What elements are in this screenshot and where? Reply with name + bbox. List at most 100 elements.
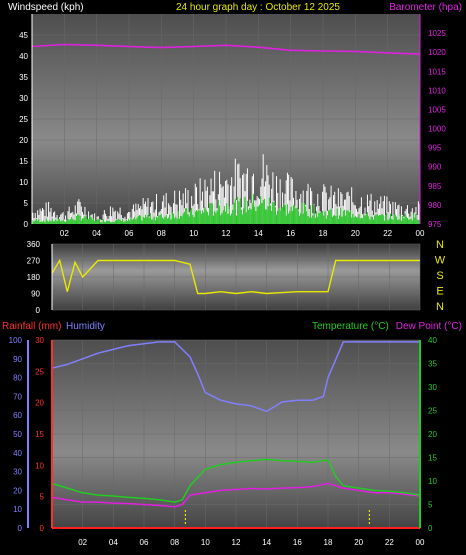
wind-panel-grid: [32, 14, 421, 224]
baro-y-tick-label: 980: [428, 201, 442, 210]
temp-y-tick-label: 40: [428, 336, 437, 345]
compass-label: E: [436, 286, 443, 298]
humidity-y-tick-label: 80: [13, 374, 22, 383]
direction-panel-series: [51, 258, 420, 295]
temp-x-tick-label: 12: [232, 538, 241, 547]
temp-x-tick-label: 16: [293, 538, 302, 547]
humidity-axis-label: Humidity: [66, 321, 105, 332]
temp-y-tick-label: 0: [428, 524, 433, 533]
temperature-axis-label: Temperature (°C): [312, 321, 389, 332]
wind-panel-series: [31, 43, 421, 224]
compass-label: N: [436, 239, 444, 251]
baro-y-tick-label: 1010: [428, 86, 446, 95]
humidity-y-tick-label: 70: [13, 392, 22, 401]
wind-x-tick-label: 08: [157, 229, 166, 238]
rain-y-tick-label: 25: [35, 367, 44, 376]
humidity-y-tick-label: 60: [13, 411, 22, 420]
humidity-y-tick-label: 10: [13, 505, 22, 514]
barometer-axis-label: Barometer (hpa): [389, 2, 462, 13]
dewpoint-line: [51, 482, 421, 508]
wind-x-tick-label: 22: [383, 229, 392, 238]
wind-x-tick-label: 00: [416, 229, 425, 238]
compass-label: N: [436, 301, 444, 313]
wind-x-tick-label: 20: [351, 229, 360, 238]
humidity-y-tick-label: 30: [13, 468, 22, 477]
wind-y-tick-label: 0: [24, 220, 29, 229]
rain-y-tick-label: 10: [35, 461, 44, 470]
windspeed-axis-label: Windspeed (kph): [8, 2, 84, 13]
temp-y-tick-label: 10: [428, 477, 437, 486]
temp-x-tick-label: 14: [262, 538, 271, 547]
baro-y-tick-label: 1000: [428, 125, 446, 134]
direction-y-tick-label: 360: [27, 240, 41, 249]
rainfall-axis-label: Rainfall (mm): [2, 321, 61, 332]
direction-y-tick-label: 180: [27, 273, 41, 282]
baro-y-tick-label: 995: [428, 144, 442, 153]
wind-y-tick-label: 10: [19, 178, 28, 187]
humidity-y-tick-label: 40: [13, 449, 22, 458]
humidity-y-tick-label: 0: [18, 524, 23, 533]
wind-x-tick-label: 10: [189, 229, 198, 238]
rain-y-tick-label: 0: [40, 524, 45, 533]
temp-y-tick-label: 20: [428, 430, 437, 439]
temp-y-tick-label: 15: [428, 454, 437, 463]
direction-y-tick-label: 90: [31, 290, 40, 299]
baro-y-tick-label: 1020: [428, 48, 446, 57]
wind-x-tick-label: 18: [319, 229, 328, 238]
temperature-line: [51, 458, 421, 503]
compass-label: S: [436, 270, 443, 282]
wind-y-tick-label: 35: [19, 73, 28, 82]
temp-y-tick-label: 30: [428, 383, 437, 392]
wind-y-tick-label: 45: [19, 31, 28, 40]
direction-y-tick-label: 270: [27, 257, 41, 266]
wind-y-tick-label: 40: [19, 52, 28, 61]
temp-panel-series: [51, 341, 421, 529]
temp-x-tick-label: 04: [109, 538, 118, 547]
temp-y-tick-label: 35: [428, 360, 437, 369]
rain-y-tick-label: 15: [35, 430, 44, 439]
wind-y-tick-label: 25: [19, 115, 28, 124]
rain-y-tick-label: 5: [40, 493, 45, 502]
temp-x-tick-label: 18: [324, 538, 333, 547]
wind-x-tick-label: 06: [125, 229, 134, 238]
temp-x-tick-label: 00: [416, 538, 425, 547]
temp-x-tick-label: 06: [140, 538, 149, 547]
wind-y-tick-label: 15: [19, 157, 28, 166]
temp-x-tick-label: 20: [354, 538, 363, 547]
rain-y-tick-label: 30: [35, 336, 44, 345]
baro-y-tick-label: 1005: [428, 105, 446, 114]
baro-y-tick-label: 985: [428, 182, 442, 191]
humidity-y-tick-label: 90: [13, 355, 22, 364]
rain-y-tick-label: 20: [35, 399, 44, 408]
compass-label: W: [435, 255, 446, 267]
wind-y-tick-label: 20: [19, 136, 28, 145]
temp-panel-axes: 0510152025303540010203040506070809010005…: [9, 336, 438, 547]
humidity-y-tick-label: 100: [9, 336, 23, 345]
temp-y-tick-label: 5: [428, 501, 433, 510]
temp-y-tick-label: 25: [428, 407, 437, 416]
humidity-y-tick-label: 50: [13, 430, 22, 439]
baro-y-tick-label: 1015: [428, 67, 446, 76]
humidity-line: [51, 341, 420, 413]
chart-title: 24 hour graph day : October 12 2025: [176, 2, 340, 13]
wind-x-tick-label: 16: [286, 229, 295, 238]
wind-y-tick-label: 30: [19, 94, 28, 103]
wind-y-tick-label: 5: [24, 199, 29, 208]
wind-x-tick-label: 02: [60, 229, 69, 238]
baro-y-tick-label: 990: [428, 163, 442, 172]
wind-x-tick-label: 14: [254, 229, 263, 238]
wind-x-tick-label: 04: [92, 229, 101, 238]
temp-x-tick-label: 08: [170, 538, 179, 547]
baro-y-tick-label: 975: [428, 220, 442, 229]
temp-x-tick-label: 02: [78, 538, 87, 547]
humidity-y-tick-label: 20: [13, 486, 22, 495]
direction-line: [51, 258, 420, 295]
wind-x-tick-label: 12: [222, 229, 231, 238]
temp-x-tick-label: 22: [385, 538, 394, 547]
wind-panel-axes: 0510152025303540459759809859909951000100…: [19, 14, 446, 238]
barometer-line: [31, 43, 421, 55]
temp-x-tick-label: 10: [201, 538, 210, 547]
dewpoint-axis-label: Dew Point (°C): [396, 321, 462, 332]
